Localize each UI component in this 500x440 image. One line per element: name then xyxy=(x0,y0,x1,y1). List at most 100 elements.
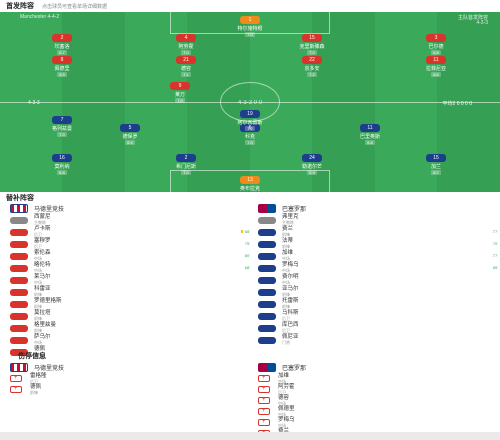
home-sub-row[interactable]: 格里兹曼 前锋 xyxy=(10,322,250,334)
home-player-8[interactable]: 11 拉菲尼亚 6.6 xyxy=(406,56,466,78)
home-sub-row[interactable]: 莱马尔 中场 xyxy=(10,274,250,286)
injured-player-position: 中场 xyxy=(278,400,286,406)
player-rating: 6.8 xyxy=(57,170,67,175)
injured-player-position: 中场 xyxy=(278,378,286,384)
away-player-3[interactable]: 24 勒诺尔芒 6.9 xyxy=(282,154,342,176)
away-injury-team[interactable]: 巴塞罗那 xyxy=(258,362,488,373)
jersey-icon: 16 xyxy=(52,154,72,162)
sub-event-time: 68' xyxy=(244,265,250,270)
jersey-number: 3 xyxy=(434,35,438,41)
away-sub-row[interactable]: 弗里克 主教练 xyxy=(258,214,498,226)
jersey-number: 6 xyxy=(248,125,252,131)
home-injury-team[interactable]: 马德里竞技 xyxy=(10,362,240,373)
player-name: 加兰 xyxy=(430,164,441,170)
player-name: 科克 xyxy=(244,134,255,140)
away-sub-row[interactable]: 加维 中场 77' xyxy=(258,250,498,262)
home-sub-row[interactable]: 索伦森 中场 80' xyxy=(10,250,250,262)
jersey-icon xyxy=(10,240,28,248)
away-sub-row[interactable]: 马科斯 后卫 xyxy=(258,310,498,322)
away-sub-row[interactable]: 库巴西 后卫 xyxy=(258,322,498,334)
home-player-5[interactable]: 8 佩德里 6.9 xyxy=(32,56,92,78)
jersey-number: 5 xyxy=(128,125,132,131)
player-name: 巴尔德 xyxy=(428,44,444,50)
away-sub-row[interactable]: 法蒂 前锋 70' xyxy=(258,238,498,250)
sub-name: 德佩 xyxy=(34,346,46,352)
home-player-2[interactable]: 4 阿劳霍 7.0 xyxy=(156,34,216,56)
away-sub-row[interactable]: 托雷斯 前锋 xyxy=(258,298,498,310)
home-player-3[interactable]: 15 克里斯滕森 7.0 xyxy=(282,34,342,56)
home-player-1[interactable]: 2 坎塞洛 6.7 xyxy=(32,34,92,56)
home-sub-row[interactable]: 塞穆罗 后卫 75' xyxy=(10,238,250,250)
away-player-4[interactable]: 15 加兰 6.7 xyxy=(406,154,466,176)
home-sub-row[interactable]: 莫拉塔 前锋 xyxy=(10,310,250,322)
jersey-icon xyxy=(258,300,276,308)
home-player-6[interactable]: 21 德容 7.1 xyxy=(156,56,216,78)
injured-player-position: 后卫 xyxy=(30,378,38,384)
home-player-4[interactable]: 3 巴尔德 6.8 xyxy=(406,34,466,56)
away-player-1[interactable]: 16 莫利纳 6.8 xyxy=(32,154,92,176)
home-subs-team[interactable]: 马德里竞技 xyxy=(10,204,64,213)
subs-header: 替补阵容 xyxy=(0,192,500,204)
home-sub-row[interactable]: 德佩 前锋 xyxy=(10,346,250,358)
player-rating: 7.0 xyxy=(245,140,255,145)
center-text: 4-3-3 0 0 xyxy=(237,100,262,106)
bottom-bar xyxy=(0,432,500,440)
player-name: 拉菲尼亚 xyxy=(425,66,446,72)
home-player-0[interactable]: 1 特尔施特根 7.0 xyxy=(220,16,280,38)
sub-position: 前锋 xyxy=(282,304,290,309)
jersey-icon xyxy=(10,336,28,344)
player-name: 奥布拉克 xyxy=(239,186,260,192)
away-player-9[interactable]: 19 阿尔瓦雷斯 7.2 xyxy=(220,110,280,132)
home-sub-row[interactable]: 罗德里格斯 前锋 xyxy=(10,298,250,310)
player-rating: 7.0 xyxy=(175,98,185,103)
away-player-0[interactable]: 13奥布拉克7.0 xyxy=(220,176,280,192)
away-player-2[interactable]: 2 希门尼斯 7.0 xyxy=(156,154,216,176)
away-sub-row[interactable]: 罗梅乌 中场 85' xyxy=(258,262,498,274)
away-sub-row[interactable]: 费尔明 中场 xyxy=(258,274,498,286)
sub-name: 托雷斯 xyxy=(282,298,299,304)
jersey-icon: 11 xyxy=(426,56,446,64)
home-sub-row[interactable]: 科雷亚 前锋 xyxy=(10,286,250,298)
home-sub-row[interactable]: 略伦特 中场 68' xyxy=(10,262,250,274)
jersey-icon xyxy=(258,216,276,224)
jersey-icon xyxy=(258,228,276,236)
sub-position: 前锋 xyxy=(282,244,290,249)
sub-position: 后卫 xyxy=(34,244,42,249)
away-subs-team[interactable]: 巴塞罗那 xyxy=(258,204,306,213)
home-sub-row[interactable]: 萨乌尔 中场 xyxy=(10,334,250,346)
sub-name: 莱马尔 xyxy=(34,274,51,280)
away-player-7[interactable]: 11 巴里奥斯 6.8 xyxy=(340,124,400,146)
player-name: 希门尼斯 xyxy=(175,164,196,170)
jersey-icon xyxy=(258,276,276,284)
home-sub-row[interactable]: 西蒙尼 主教练 xyxy=(10,214,250,226)
injury-cross-icon xyxy=(258,375,270,382)
away-sub-row[interactable]: 亚马尔 前锋 xyxy=(258,286,498,298)
sub-name: 索伦森 xyxy=(34,250,51,256)
away-sub-row[interactable]: 佩尼亚 门将 xyxy=(258,334,498,346)
away-sub-row[interactable]: 费兰 前锋 77' xyxy=(258,226,498,238)
atletico-logo-icon xyxy=(10,204,28,213)
jersey-icon xyxy=(10,348,28,356)
injured-player-name: 雷格隆 xyxy=(30,372,47,379)
jersey-number: 16 xyxy=(59,155,65,161)
jersey-icon xyxy=(258,312,276,320)
home-player-9[interactable]: 9 莱万 7.0 xyxy=(150,82,210,104)
jersey-number: 15 xyxy=(433,155,439,161)
sub-name: 莫拉塔 xyxy=(34,310,51,316)
home-sub-row[interactable]: 卢卡斯 后卫 68' xyxy=(10,226,250,238)
player-rating: 7.2 xyxy=(307,72,317,77)
player-name: 坎塞洛 xyxy=(54,44,70,50)
away-player-5[interactable]: 5 德保罗 6.9 xyxy=(100,124,160,146)
injury-cross-icon xyxy=(258,386,270,393)
injured-player-name: 德佩 xyxy=(30,383,42,390)
home-player-7[interactable]: 22 京多安 7.2 xyxy=(282,56,342,78)
away-player-6[interactable]: 6 科克 7.0 xyxy=(220,124,280,146)
away-player-8[interactable]: 7 格列兹曼 7.3 xyxy=(32,116,92,138)
